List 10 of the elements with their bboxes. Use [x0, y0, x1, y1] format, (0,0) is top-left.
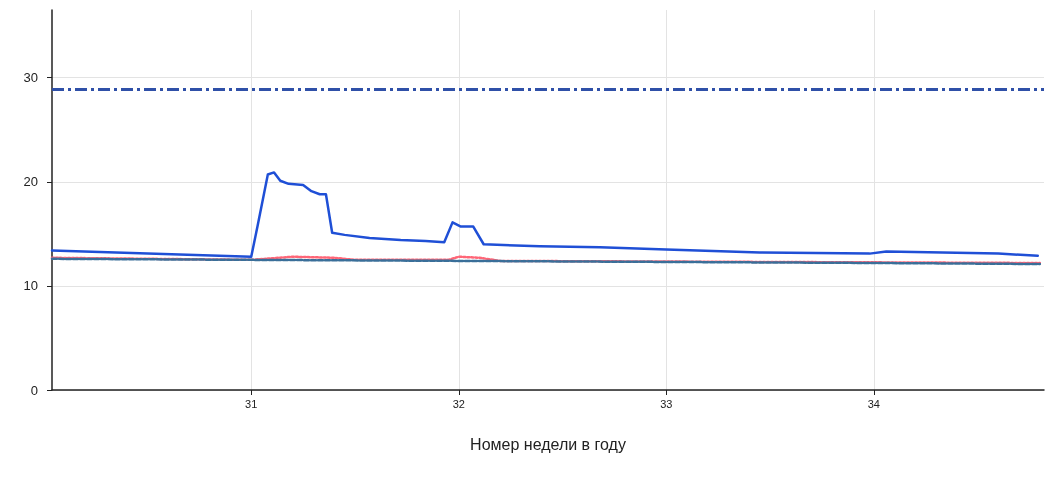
y-tick-label: 10 — [23, 278, 38, 294]
line-series — [50, 171, 1040, 258]
x-tick-label: 31 — [245, 397, 258, 410]
y-tick-label: 20 — [23, 174, 38, 190]
y-tick-label: 0 — [30, 382, 38, 398]
x-axis-title: Номер недели в году — [470, 435, 626, 453]
x-tick-label: 32 — [452, 397, 465, 410]
x-tick-label: 34 — [867, 397, 880, 410]
y-tick-label: 30 — [23, 70, 38, 86]
x-tick-label: 33 — [660, 397, 673, 410]
